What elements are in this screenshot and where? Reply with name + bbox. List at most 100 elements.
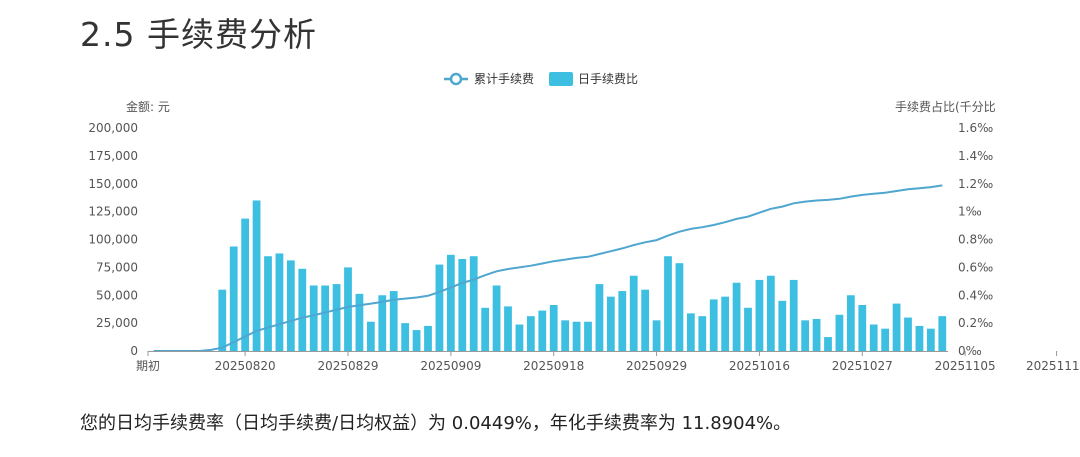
bar	[698, 316, 707, 351]
bar	[378, 295, 387, 351]
x-tick-label: 期初	[136, 359, 160, 373]
y-left-tick-label: 175,000	[88, 149, 138, 163]
y-left-tick-label: 150,000	[88, 177, 138, 191]
bar	[584, 321, 592, 351]
bar	[252, 200, 261, 351]
y-left-tick-label: 0	[130, 344, 138, 358]
bar	[515, 324, 524, 351]
y-right-tick-label: 0.6‰	[958, 260, 993, 274]
fee-rate-summary: 您的日均手续费率（日均手续费/日均权益）为 0.0449%，年化手续费率为 11…	[80, 413, 792, 434]
bar	[401, 323, 410, 351]
bar	[675, 263, 684, 351]
y-right-axis-title: 手续费占比(千分比	[895, 99, 996, 114]
bar	[709, 299, 718, 351]
bar	[264, 256, 272, 351]
y-left-tick-label: 25,000	[96, 316, 138, 330]
legend-line-marker-dot	[449, 72, 463, 86]
bar	[309, 285, 318, 351]
bar	[435, 264, 444, 351]
bar	[629, 275, 638, 351]
y-right-tick-label: 0.4‰	[958, 288, 993, 302]
y-right-tick-label: 1.6‰	[958, 121, 993, 135]
y-left-tick-label: 100,000	[88, 233, 138, 247]
bar	[561, 320, 570, 351]
bar	[366, 321, 375, 351]
bar	[344, 267, 352, 351]
bar	[458, 259, 467, 351]
bar	[835, 314, 844, 351]
cumulative-fee-line	[153, 184, 943, 352]
bar	[869, 324, 878, 351]
x-tick-label: 20251114	[1026, 359, 1080, 373]
bar	[492, 285, 501, 351]
legend-bar-marker	[549, 72, 573, 86]
bar	[229, 246, 238, 351]
y-left-tick-label: 75,000	[96, 260, 138, 274]
bar	[778, 300, 787, 351]
bar	[938, 316, 947, 351]
legend-label-daily-fee-ratio: 日手续费比	[578, 72, 638, 86]
x-tick-label: 20250829	[317, 359, 378, 373]
bar	[858, 305, 867, 351]
bar	[298, 268, 307, 351]
bar	[789, 279, 798, 351]
y-right-tick-label: 1.2‰	[958, 177, 993, 191]
bar	[241, 218, 250, 351]
bar	[904, 317, 912, 351]
bar	[424, 325, 432, 351]
y-right-tick-label: 1.4‰	[958, 149, 993, 163]
bar	[721, 296, 730, 351]
y-left-axis-title: 金额: 元	[126, 99, 170, 114]
bar	[641, 289, 650, 351]
bar	[812, 318, 821, 351]
y-left-tick-label: 200,000	[88, 121, 138, 135]
bar	[538, 310, 547, 351]
x-tick-label: 20250918	[523, 359, 584, 373]
bar	[389, 291, 398, 351]
bar	[766, 275, 775, 351]
x-tick-label: 20251016	[729, 359, 790, 373]
bar	[412, 330, 421, 351]
bar	[549, 305, 558, 351]
bar	[218, 289, 227, 351]
bar	[881, 328, 890, 351]
bar	[572, 321, 581, 351]
y-right-tick-label: 0.8‰	[958, 233, 993, 247]
bar	[744, 307, 752, 351]
bar	[801, 320, 810, 351]
bar	[321, 285, 330, 351]
bar	[355, 293, 364, 351]
bar	[686, 313, 695, 351]
x-tick-label: 20250929	[626, 359, 687, 373]
bar	[332, 284, 341, 351]
bar	[664, 256, 672, 351]
y-left-tick-label: 50,000	[96, 288, 138, 302]
y-left-tick-label: 125,000	[88, 205, 138, 219]
bar	[824, 337, 832, 351]
bar	[618, 291, 627, 351]
bar	[846, 295, 855, 351]
y-right-tick-label: 0‰	[958, 344, 982, 358]
bar	[275, 253, 284, 351]
bar	[286, 260, 295, 351]
bar	[469, 256, 478, 351]
bar	[606, 296, 615, 351]
bar	[526, 316, 535, 351]
bar	[595, 284, 604, 351]
bar	[652, 320, 661, 351]
x-tick-label: 20251105	[935, 359, 996, 373]
y-right-tick-label: 1‰	[958, 205, 982, 219]
page-title: 2.5 手续费分析	[80, 15, 317, 54]
x-tick-label: 20250909	[420, 359, 481, 373]
x-tick-label: 20251027	[832, 359, 893, 373]
bar	[481, 307, 490, 351]
bar	[892, 303, 901, 351]
bar	[504, 306, 512, 351]
bar	[446, 254, 455, 351]
y-right-tick-label: 0.2‰	[958, 316, 993, 330]
bar	[755, 279, 764, 351]
legend-label-cumulative-fee: 累计手续费	[474, 72, 534, 86]
bar	[732, 282, 741, 351]
x-tick-label: 20250820	[215, 359, 276, 373]
